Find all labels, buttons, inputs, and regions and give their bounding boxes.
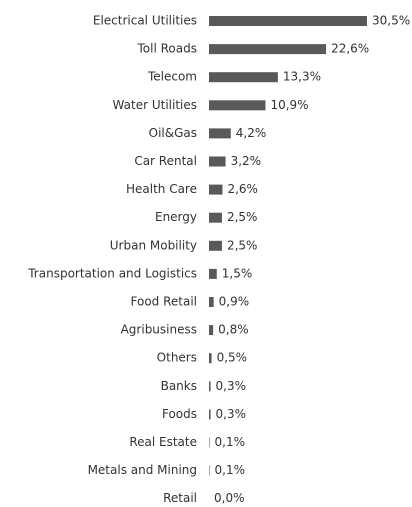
value-label: 0,1% (215, 435, 246, 449)
category-label: Metals and Mining (88, 463, 197, 477)
value-label: 0,5% (217, 351, 248, 365)
bar (209, 297, 214, 307)
value-label: 0,3% (216, 407, 247, 421)
value-label: 30,5% (372, 14, 410, 28)
category-label: Electrical Utilities (93, 14, 197, 28)
value-label: 22,6% (331, 42, 369, 56)
bar (209, 437, 210, 448)
category-label: Banks (161, 379, 197, 393)
category-label: Oil&Gas (149, 126, 197, 140)
value-label: 0,0% (214, 491, 245, 505)
value-label: 2,5% (227, 210, 258, 224)
bar (209, 16, 367, 26)
bar (209, 325, 214, 336)
category-label: Retail (163, 491, 197, 505)
category-label: Car Rental (134, 154, 197, 168)
bar (209, 465, 210, 476)
bar (209, 268, 217, 279)
value-label: 2,6% (227, 182, 258, 196)
value-label: 10,9% (270, 98, 308, 112)
bar (209, 156, 226, 167)
bar (209, 44, 327, 55)
category-label: Water Utilities (113, 98, 197, 112)
bar (209, 409, 211, 420)
category-label: Toll Roads (137, 42, 197, 56)
category-label: Agribusiness (121, 323, 197, 337)
category-label: Food Retail (131, 295, 198, 309)
value-label: 0,8% (218, 323, 249, 337)
value-label: 1,5% (222, 266, 253, 280)
category-label: Health Care (126, 182, 197, 196)
value-label: 0,1% (215, 463, 246, 477)
bar (209, 184, 223, 195)
bar (209, 381, 211, 392)
value-label: 3,2% (231, 154, 261, 168)
bar (209, 212, 222, 223)
category-label: Urban Mobility (110, 238, 197, 252)
category-label: Transportation and Logistics (27, 266, 197, 280)
value-label: 13,3% (283, 70, 321, 84)
bar (209, 100, 266, 111)
category-label: Real Estate (129, 435, 197, 449)
bar (209, 128, 231, 139)
value-label: 0,9% (219, 295, 250, 309)
value-label: 0,3% (216, 379, 247, 393)
category-label: Others (157, 351, 197, 365)
bar (209, 72, 278, 83)
category-label: Energy (155, 210, 197, 224)
category-label: Telecom (147, 70, 197, 84)
bar (209, 353, 212, 364)
bar (209, 240, 222, 251)
category-label: Foods (162, 407, 197, 421)
value-label: 2,5% (227, 238, 258, 252)
value-label: 4,2% (236, 126, 266, 140)
